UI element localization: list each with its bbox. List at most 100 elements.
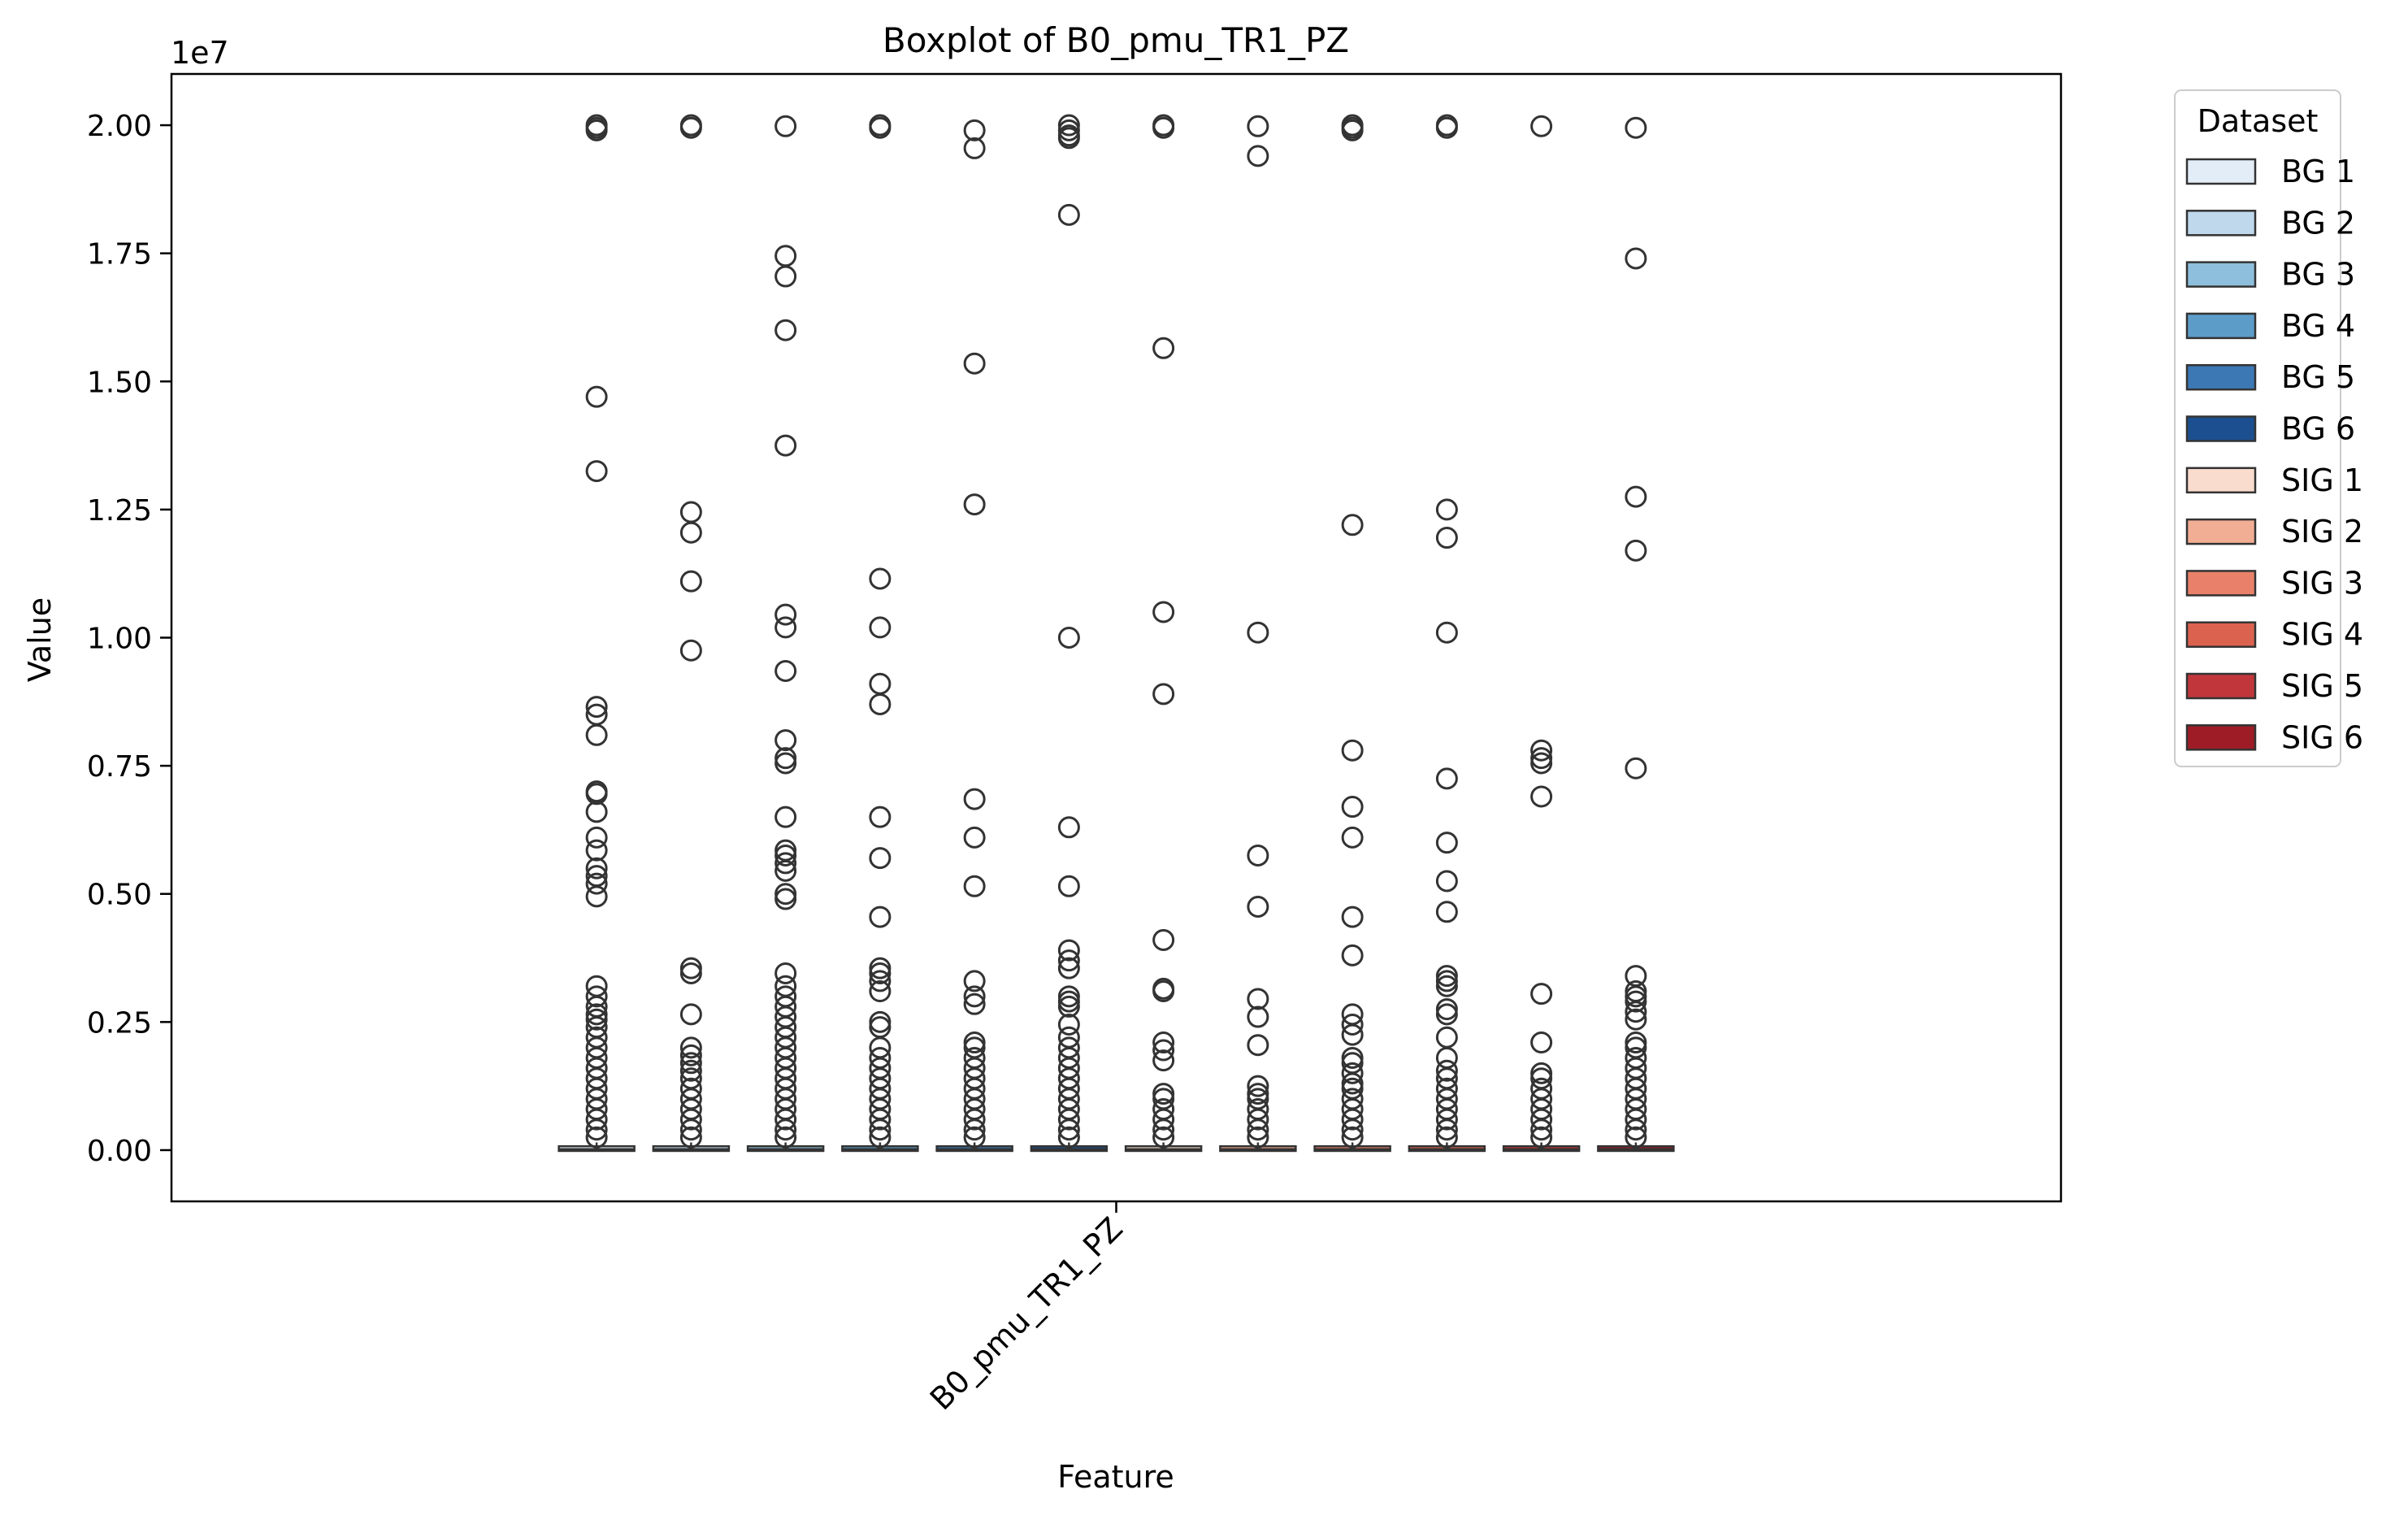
legend-entry: BG 3: [2185, 257, 2355, 293]
chart-title: Boxplot of B0_pmu_TR1_PZ: [883, 20, 1349, 60]
outlier-point: [963, 1126, 986, 1149]
legend-title: Dataset: [2198, 103, 2319, 139]
outlier-point: [1435, 901, 1458, 923]
outlier-point: [774, 1108, 797, 1131]
y-axis-ticks: 0.00 0.25 0.50 0.75 1.00 1.25 1.50 1.75 2.00: [87, 110, 171, 1168]
outlier-point: [1435, 975, 1458, 997]
outlier-point: [1057, 816, 1080, 839]
legend-entry: BG 5: [2185, 359, 2355, 395]
outlier-point: [1341, 1046, 1364, 1069]
outlier-point: [585, 460, 608, 483]
legend-label: BG 5: [2281, 359, 2355, 395]
outlier-point: [585, 885, 608, 908]
outlier-point: [1152, 928, 1175, 951]
outlier-point: [1435, 1003, 1458, 1026]
legend-label: BG 3: [2281, 257, 2355, 293]
outlier-point: [585, 1003, 608, 1026]
outlier-point: [1152, 1039, 1175, 1062]
outlier-point: [679, 1059, 702, 1082]
outlier-point: [1435, 621, 1458, 644]
outlier-point: [585, 801, 608, 823]
legend-entry: SIG 2: [2185, 514, 2363, 549]
outlier-point: [679, 116, 702, 139]
x-tick-label: B0_pmu_TR1_PZ: [923, 1210, 1130, 1417]
outlier-point: [585, 119, 608, 141]
outlier-point: [774, 844, 797, 866]
outlier-point: [679, 957, 702, 979]
outlier-point: [1247, 621, 1269, 644]
legend-label: SIG 1: [2281, 463, 2363, 498]
outlier-point: [1057, 627, 1080, 649]
outlier-point: [1341, 514, 1364, 536]
outlier-point: [1625, 1001, 1647, 1023]
outlier-point: [963, 493, 986, 516]
outlier-point: [585, 857, 608, 879]
outlier-point: [1152, 601, 1175, 623]
outlier-point: [1057, 939, 1080, 962]
outlier-point: [1625, 485, 1647, 508]
legend-swatch: [2185, 467, 2257, 494]
outlier-point: [963, 1118, 986, 1141]
outlier-point: [1435, 527, 1458, 549]
outlier-point: [869, 672, 892, 695]
outlier-points-group: [585, 114, 1647, 1149]
outlier-point: [679, 521, 702, 544]
legend-swatch: [2185, 518, 2257, 545]
outlier-point: [963, 137, 986, 159]
legend-entry: SIG 4: [2185, 617, 2363, 653]
outlier-point: [1152, 1031, 1175, 1054]
outlier-point: [1057, 875, 1080, 897]
outlier-point: [585, 723, 608, 746]
outlier-point: [869, 806, 892, 828]
outlier-point: [963, 875, 986, 897]
outlier-point: [774, 603, 797, 626]
outlier-point: [774, 729, 797, 752]
outlier-point: [963, 992, 986, 1015]
outlier-point: [1625, 1118, 1647, 1141]
outlier-point: [869, 567, 892, 590]
outlier-point: [963, 985, 986, 1008]
legend-label: BG 2: [2281, 205, 2355, 241]
outlier-point: [1152, 980, 1175, 1003]
outlier-point: [585, 826, 608, 849]
outlier-point: [1247, 895, 1269, 918]
legend-label: SIG 6: [2281, 719, 2363, 755]
legend-swatch: [2185, 158, 2257, 185]
outlier-point: [869, 116, 892, 139]
outlier-point: [1341, 1062, 1364, 1084]
outlier-point: [774, 883, 797, 905]
legend-swatch: [2185, 415, 2257, 442]
outlier-point: [1247, 1005, 1269, 1028]
outlier-point: [869, 970, 892, 992]
outlier-point: [1435, 1059, 1458, 1082]
outlier-point: [679, 962, 702, 984]
legend-label: SIG 4: [2281, 617, 2363, 653]
y-tick-label: 0.50: [87, 879, 152, 912]
outlier-point: [585, 783, 608, 806]
outlier-point: [679, 501, 702, 523]
outlier-point: [585, 1108, 608, 1131]
outlier-point: [1341, 739, 1364, 762]
legend-entries: BG 1 BG 2 BG 3 BG 4 BG 5 BG 6 SIG 1 SIG 2 SIG 3 S…: [2185, 154, 2363, 755]
outlier-point: [585, 1126, 608, 1149]
outlier-point: [1625, 1031, 1647, 1054]
outlier-point: [1435, 498, 1458, 521]
outlier-point: [679, 1108, 702, 1131]
outlier-point: [1247, 1034, 1269, 1057]
outlier-point: [1435, 998, 1458, 1021]
outlier-point: [1152, 1126, 1175, 1149]
outlier-point: [1625, 990, 1647, 1013]
outlier-point: [774, 806, 797, 828]
outlier-point: [1341, 796, 1364, 819]
y-axis-label: Value: [22, 597, 58, 682]
outlier-point: [679, 1126, 702, 1149]
outlier-point: [1435, 970, 1458, 992]
outlier-point: [1152, 1083, 1175, 1105]
outlier-point: [1057, 990, 1080, 1013]
legend-swatch: [2185, 672, 2257, 700]
outlier-point: [869, 1118, 892, 1141]
legend-label: SIG 3: [2281, 565, 2363, 601]
outlier-point: [1341, 905, 1364, 928]
legend-entry: BG 2: [2185, 205, 2355, 241]
outlier-point: [1057, 957, 1080, 979]
